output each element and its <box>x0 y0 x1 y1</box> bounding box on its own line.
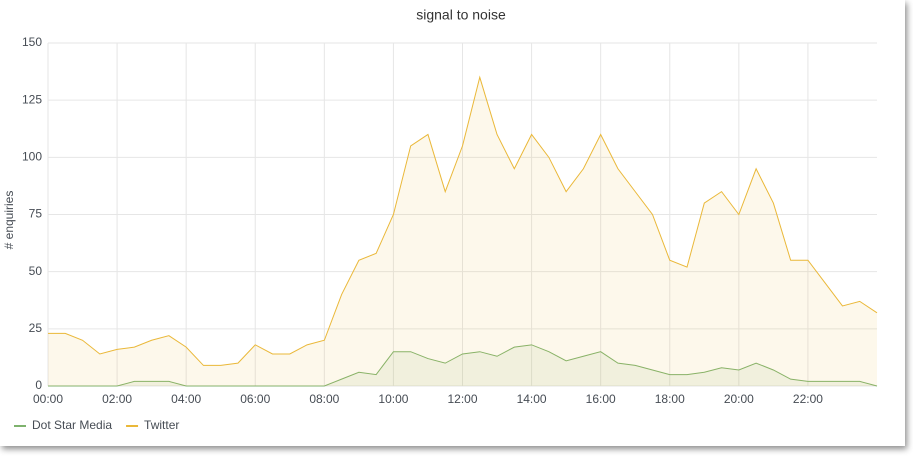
legend-label: Twitter <box>144 418 179 432</box>
x-tick-label: 00:00 <box>33 392 63 406</box>
y-tick-label: 100 <box>22 150 42 164</box>
x-tick-label: 02:00 <box>102 392 132 406</box>
x-tick-label: 18:00 <box>655 392 685 406</box>
x-tick-label: 04:00 <box>171 392 201 406</box>
y-tick-label: 0 <box>35 378 42 392</box>
chart: signal to noise # enquiries 0 25 50 75 100 12… <box>2 7 878 432</box>
x-tick-label: 20:00 <box>724 392 754 406</box>
y-tick-label: 150 <box>22 35 42 49</box>
panel <box>0 0 905 446</box>
y-tick-label: 50 <box>29 264 43 278</box>
y-tick-label: 125 <box>22 92 42 106</box>
series-area <box>48 77 877 387</box>
y-tick-label: 75 <box>29 207 43 221</box>
x-tick-label: 16:00 <box>586 392 616 406</box>
x-tick-label: 06:00 <box>240 392 270 406</box>
series-line <box>48 344 878 387</box>
y-axis-label: # enquiries <box>2 191 16 250</box>
x-tick-label: 10:00 <box>378 392 408 406</box>
chart-title: signal to noise <box>416 7 506 23</box>
x-tick-label: 22:00 <box>793 392 823 406</box>
x-tick-label: 12:00 <box>447 392 477 406</box>
x-tick-label: 14:00 <box>517 392 547 406</box>
legend-label: Dot Star Media <box>32 418 112 432</box>
series-line <box>48 75 878 366</box>
series-area <box>48 344 877 386</box>
y-tick-label: 25 <box>29 321 43 335</box>
x-tick-label: 08:00 <box>309 392 339 406</box>
